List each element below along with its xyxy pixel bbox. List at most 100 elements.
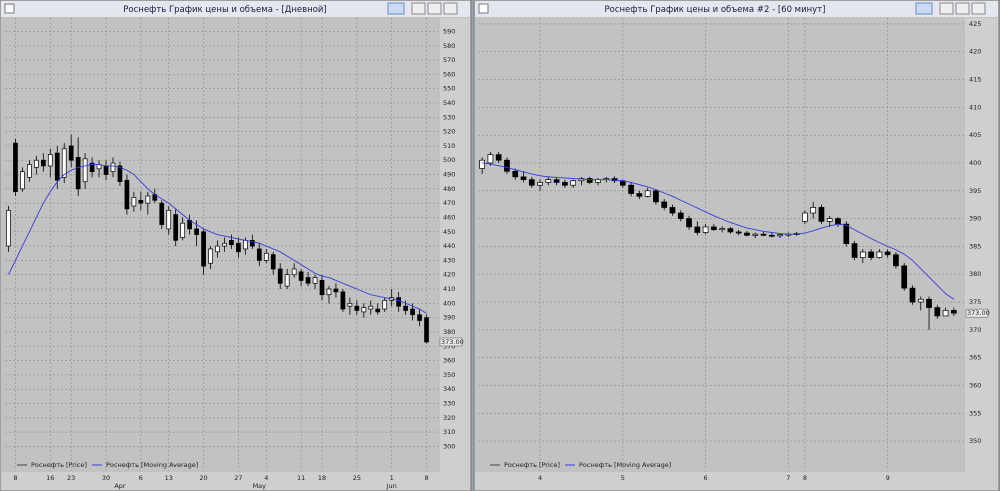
y-tick-label: 380: [969, 270, 981, 278]
x-tick-label: 20: [199, 474, 207, 482]
edit-button[interactable]: [915, 2, 933, 15]
candle-body: [361, 307, 367, 313]
candle-body: [27, 164, 32, 178]
candle-body: [926, 298, 932, 308]
y-tick-label: 405: [969, 131, 981, 139]
maximize-button[interactable]: [955, 2, 970, 15]
legend-label: Роснефть [Price]: [504, 461, 560, 469]
window: Роснефть График цены и объема #2 - [60 м…: [473, 0, 1000, 491]
candle-body: [173, 214, 179, 241]
candle-body: [777, 234, 783, 237]
candle-body: [719, 228, 725, 231]
x-tick-label: 4: [538, 474, 542, 482]
moving-average-line: [8, 164, 427, 314]
y-tick-label: 400: [443, 299, 455, 307]
candle-body: [487, 154, 494, 164]
y-tick-label: 440: [443, 242, 455, 250]
x-tick-label: 5: [621, 474, 625, 482]
y-tick-label: 375: [969, 298, 981, 306]
y-axis-strip: [965, 18, 998, 472]
candle-body: [89, 162, 95, 173]
y-tick-label: 380: [443, 328, 455, 336]
candle-body: [826, 218, 833, 222]
y-tick-label: 480: [443, 185, 455, 193]
candle-body: [340, 291, 346, 310]
y-tick-label: 470: [443, 199, 455, 207]
x-tick-label: 6: [139, 474, 143, 482]
close-button[interactable]: [443, 2, 458, 15]
legend-label: Роснефть [Moving Average]: [106, 461, 198, 469]
window-title: Роснефть График цены и объема - [Дневной…: [123, 5, 326, 15]
candle-body: [54, 152, 60, 181]
y-tick-label: 350: [969, 437, 981, 445]
month-label: Jun: [386, 482, 397, 490]
y-tick-label: 530: [443, 113, 455, 121]
y-tick-label: 350: [443, 371, 455, 379]
x-axis-strip: [475, 472, 998, 490]
y-tick-label: 385: [969, 242, 981, 250]
candle-body: [333, 288, 339, 293]
x-tick-label: 4: [264, 474, 268, 482]
candle-body: [180, 222, 186, 238]
candle-body: [368, 305, 374, 310]
candle-body: [270, 254, 276, 270]
candle-body: [410, 308, 415, 316]
candle-body: [876, 251, 883, 258]
y-tick-label: 370: [969, 326, 981, 334]
candle-body: [495, 154, 502, 161]
candle-body: [752, 233, 759, 236]
close-button[interactable]: [971, 2, 986, 15]
candle-body: [354, 305, 360, 311]
y-tick-label: 300: [443, 442, 455, 450]
y-tick-label: 550: [443, 85, 455, 93]
y-tick-label: 560: [443, 70, 455, 78]
candle-body: [553, 179, 560, 183]
candle-body: [243, 240, 248, 250]
y-tick-label: 410: [443, 285, 455, 293]
last-price-label: 373.00: [967, 309, 990, 317]
candle-body: [263, 252, 269, 261]
candle-body: [166, 209, 172, 230]
candle-body: [201, 231, 206, 267]
y-tick-label: 400: [969, 159, 981, 167]
candle-body: [528, 179, 535, 186]
candle-body: [145, 195, 151, 204]
candle-body: [768, 234, 775, 237]
candle-body: [669, 207, 676, 214]
candle-body: [291, 268, 297, 276]
minimize-button[interactable]: [939, 2, 954, 15]
candle-body: [942, 310, 949, 317]
candle-body: [403, 305, 408, 311]
y-tick-label: 520: [443, 128, 455, 136]
candle-body: [562, 182, 568, 186]
maximize-button[interactable]: [427, 2, 442, 15]
minimize-button[interactable]: [411, 2, 426, 15]
candle-body: [628, 184, 634, 194]
candle-body: [229, 240, 234, 246]
candle-body: [901, 265, 908, 289]
x-tick-label: 8: [803, 474, 807, 482]
edit-button[interactable]: [387, 2, 405, 15]
y-tick-label: 330: [443, 399, 455, 407]
candle-body: [884, 251, 891, 256]
candle-body: [868, 251, 874, 258]
candle-body: [951, 310, 957, 314]
y-tick-label: 580: [443, 42, 455, 50]
legend-label: Роснефть [Price]: [31, 461, 87, 469]
x-tick-label: 27: [234, 474, 242, 482]
candle-body: [13, 142, 18, 193]
window: Роснефть График цены и объема - [Дневной…: [0, 0, 472, 491]
candle-body: [537, 182, 543, 186]
last-price-box: [439, 337, 463, 347]
candle-body: [644, 190, 651, 197]
candle-body: [249, 240, 255, 247]
last-price-box: [965, 308, 989, 318]
candle-body: [284, 274, 290, 287]
candle-body: [68, 145, 74, 161]
candle-body: [802, 212, 808, 222]
candle-body: [117, 165, 123, 183]
candle-body: [934, 307, 941, 317]
x-tick-label: 25: [353, 474, 361, 482]
candle-body: [6, 209, 11, 247]
